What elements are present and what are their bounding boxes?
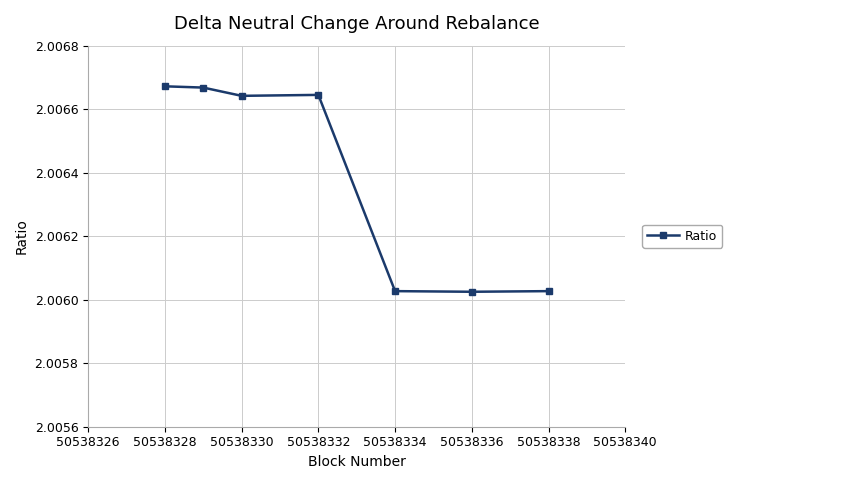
Ratio	[390, 288, 400, 294]
Line: Ratio: Ratio	[162, 84, 551, 295]
Legend: Ratio: Ratio	[642, 225, 722, 248]
Y-axis label: Ratio: Ratio	[15, 218, 29, 254]
Ratio	[237, 93, 247, 99]
X-axis label: Block Number: Block Number	[308, 455, 406, 469]
Ratio	[467, 289, 477, 295]
Title: Delta Neutral Change Around Rebalance: Delta Neutral Change Around Rebalance	[174, 15, 539, 33]
Ratio	[544, 288, 554, 294]
Ratio	[160, 83, 170, 89]
Ratio	[198, 85, 208, 91]
Ratio	[313, 92, 323, 98]
